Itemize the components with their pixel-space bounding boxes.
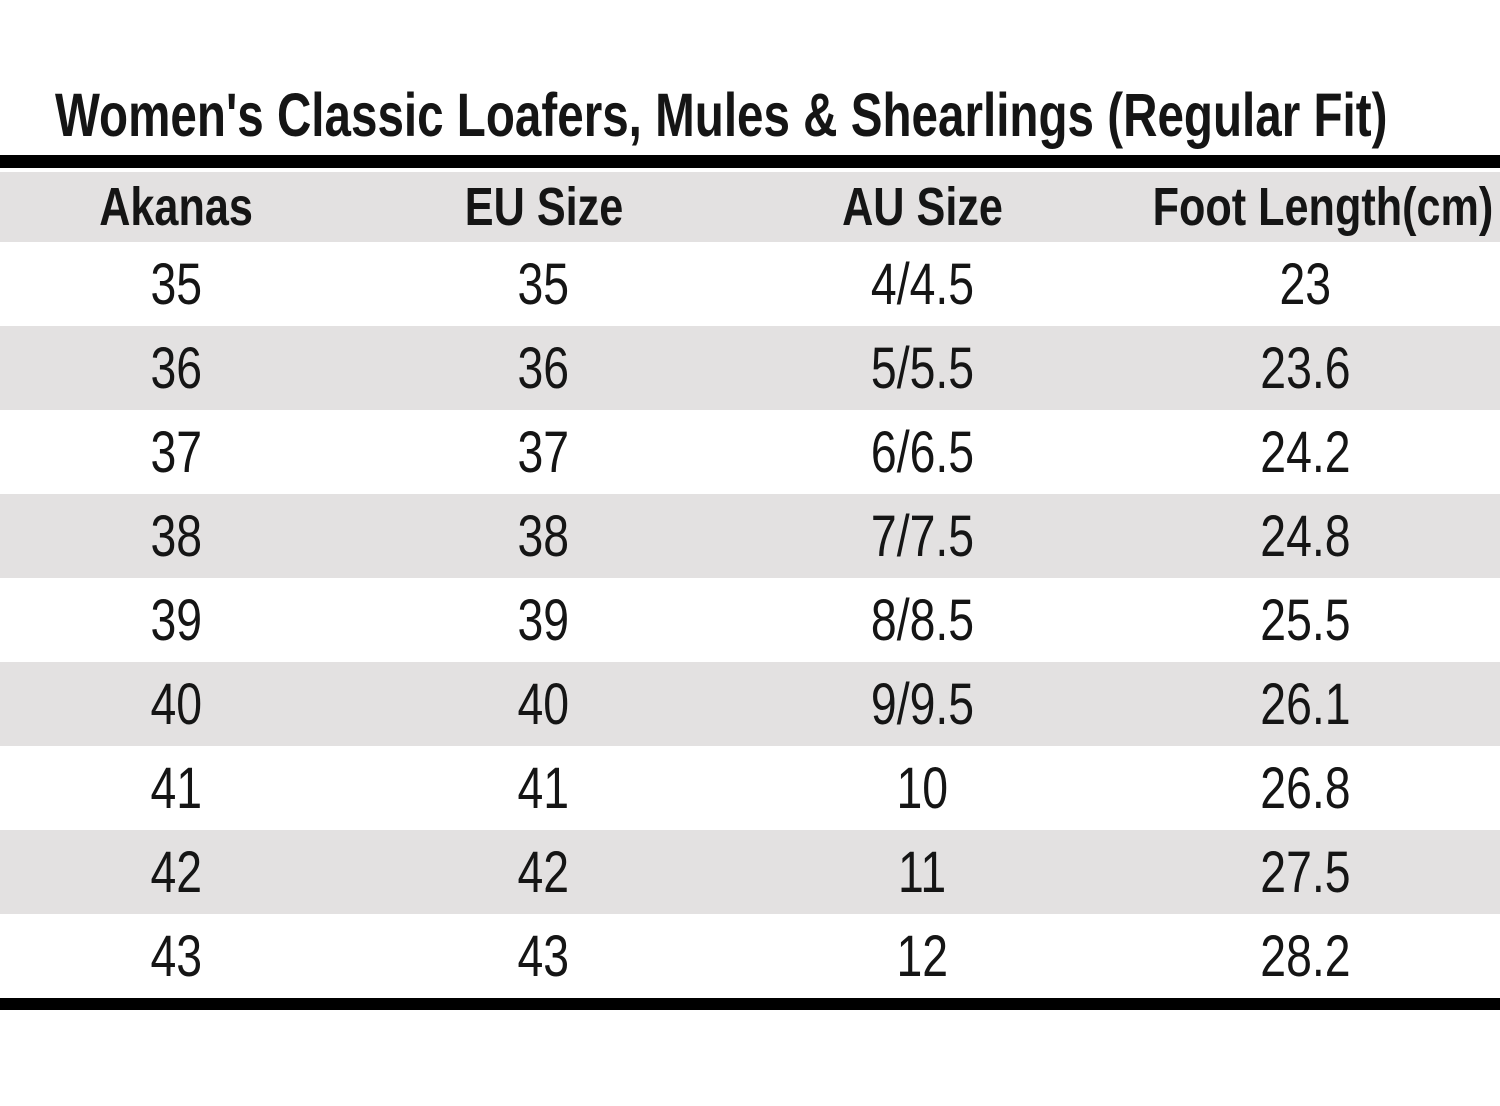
cell-value-au-size: 4/4.5 <box>870 251 975 317</box>
cell-value-akanas: 43 <box>150 923 203 989</box>
page-title: Women's Classic Loafers, Mules & Shearli… <box>55 82 1500 148</box>
cell-value-au-size: 6/6.5 <box>870 419 975 485</box>
cell-value-eu-size: 39 <box>517 587 570 653</box>
cell-value-akanas: 38 <box>150 503 203 569</box>
table-cell-foot-length-cm: 26.1 <box>1110 662 1500 746</box>
cell-value-au-size: 5/5.5 <box>870 335 975 401</box>
table-cell-foot-length-cm: 25.5 <box>1110 578 1500 662</box>
column-header-foot-length-label: Foot Length(cm) <box>1152 177 1494 237</box>
table-cell-foot-length-cm: 24.8 <box>1110 494 1500 578</box>
cell-value-foot-length-cm: 23.6 <box>1259 335 1351 401</box>
cell-value-foot-length-cm: 24.8 <box>1259 503 1351 569</box>
table-cell-au-size: 6/6.5 <box>735 410 1110 494</box>
table-cell-eu-size: 41 <box>353 746 736 830</box>
table-cell-akanas: 39 <box>0 578 353 662</box>
cell-value-eu-size: 40 <box>517 671 570 737</box>
table-cell-akanas: 40 <box>0 662 353 746</box>
cell-value-akanas: 40 <box>150 671 203 737</box>
table-row: 36 36 5/5.5 23.6 <box>0 326 1500 410</box>
table-cell-eu-size: 37 <box>353 410 736 494</box>
table-cell-au-size: 12 <box>735 914 1110 998</box>
cell-value-eu-size: 38 <box>517 503 570 569</box>
cell-value-akanas: 42 <box>150 839 203 905</box>
cell-value-au-size: 8/8.5 <box>870 587 975 653</box>
table-cell-foot-length-cm: 24.2 <box>1110 410 1500 494</box>
table-cell-akanas: 41 <box>0 746 353 830</box>
table-cell-eu-size: 43 <box>353 914 736 998</box>
cell-value-eu-size: 43 <box>517 923 570 989</box>
table-cell-au-size: 11 <box>735 830 1110 914</box>
header-row: Akanas EU Size AU Size Foot Length(cm) <box>0 172 1500 242</box>
table-cell-akanas: 42 <box>0 830 353 914</box>
table-cell-foot-length-cm: 23.6 <box>1110 326 1500 410</box>
table-cell-eu-size: 36 <box>353 326 736 410</box>
cell-value-foot-length-cm: 27.5 <box>1259 839 1351 905</box>
table-row: 38 38 7/7.5 24.8 <box>0 494 1500 578</box>
table-cell-au-size: 8/8.5 <box>735 578 1110 662</box>
cell-value-au-size: 9/9.5 <box>870 671 975 737</box>
table-cell-foot-length-cm: 23 <box>1110 242 1500 326</box>
table-row: 41 41 10 26.8 <box>0 746 1500 830</box>
cell-value-akanas: 41 <box>150 755 203 821</box>
table-row: 37 37 6/6.5 24.2 <box>0 410 1500 494</box>
top-divider <box>0 155 1500 168</box>
cell-value-foot-length-cm: 23 <box>1279 251 1331 317</box>
cell-value-au-size: 7/7.5 <box>870 503 975 569</box>
cell-value-foot-length-cm: 25.5 <box>1259 587 1351 653</box>
table-cell-eu-size: 39 <box>353 578 736 662</box>
page-title-text: Women's Classic Loafers, Mules & Shearli… <box>55 81 1388 149</box>
table-cell-eu-size: 35 <box>353 242 736 326</box>
cell-value-foot-length-cm: 28.2 <box>1259 923 1351 989</box>
table-cell-akanas: 38 <box>0 494 353 578</box>
column-header-au-size: AU Size <box>735 172 1110 242</box>
size-table-header: Akanas EU Size AU Size Foot Length(cm) <box>0 172 1500 242</box>
cell-value-eu-size: 36 <box>517 335 570 401</box>
table-cell-eu-size: 38 <box>353 494 736 578</box>
table-row: 43 43 12 28.2 <box>0 914 1500 998</box>
cell-value-foot-length-cm: 26.1 <box>1259 671 1351 737</box>
cell-value-akanas: 39 <box>150 587 203 653</box>
cell-value-eu-size: 37 <box>517 419 570 485</box>
cell-value-au-size: 11 <box>898 839 947 905</box>
cell-value-foot-length-cm: 24.2 <box>1259 419 1351 485</box>
table-cell-akanas: 43 <box>0 914 353 998</box>
table-cell-foot-length-cm: 27.5 <box>1110 830 1500 914</box>
size-table: Akanas EU Size AU Size Foot Length(cm) 3… <box>0 172 1500 998</box>
cell-value-eu-size: 35 <box>517 251 570 317</box>
table-cell-akanas: 35 <box>0 242 353 326</box>
cell-value-eu-size: 41 <box>517 755 570 821</box>
table-cell-akanas: 36 <box>0 326 353 410</box>
cell-value-eu-size: 42 <box>517 839 570 905</box>
column-header-au-size-label: AU Size <box>842 177 1003 237</box>
size-table-body: 35 35 4/4.5 23 36 36 5/5.5 23.6 37 37 6/6.5 24.2 38 3… <box>0 242 1500 998</box>
table-cell-au-size: 5/5.5 <box>735 326 1110 410</box>
table-cell-au-size: 10 <box>735 746 1110 830</box>
table-cell-au-size: 9/9.5 <box>735 662 1110 746</box>
column-header-eu-size: EU Size <box>353 172 736 242</box>
table-cell-eu-size: 40 <box>353 662 736 746</box>
cell-value-akanas: 35 <box>150 251 203 317</box>
column-header-foot-length: Foot Length(cm) <box>1110 172 1500 242</box>
cell-value-au-size: 10 <box>896 755 949 821</box>
table-cell-foot-length-cm: 26.8 <box>1110 746 1500 830</box>
column-header-akanas-label: Akanas <box>99 177 254 237</box>
cell-value-foot-length-cm: 26.8 <box>1259 755 1351 821</box>
table-row: 35 35 4/4.5 23 <box>0 242 1500 326</box>
table-cell-au-size: 7/7.5 <box>735 494 1110 578</box>
table-cell-eu-size: 42 <box>353 830 736 914</box>
column-header-akanas: Akanas <box>0 172 353 242</box>
table-cell-foot-length-cm: 28.2 <box>1110 914 1500 998</box>
table-cell-au-size: 4/4.5 <box>735 242 1110 326</box>
table-row: 40 40 9/9.5 26.1 <box>0 662 1500 746</box>
table-row: 42 42 11 27.5 <box>0 830 1500 914</box>
cell-value-akanas: 37 <box>150 419 203 485</box>
bottom-divider <box>0 998 1500 1010</box>
cell-value-au-size: 12 <box>896 923 949 989</box>
table-row: 39 39 8/8.5 25.5 <box>0 578 1500 662</box>
column-header-eu-size-label: EU Size <box>464 177 623 237</box>
cell-value-akanas: 36 <box>150 335 203 401</box>
table-cell-akanas: 37 <box>0 410 353 494</box>
